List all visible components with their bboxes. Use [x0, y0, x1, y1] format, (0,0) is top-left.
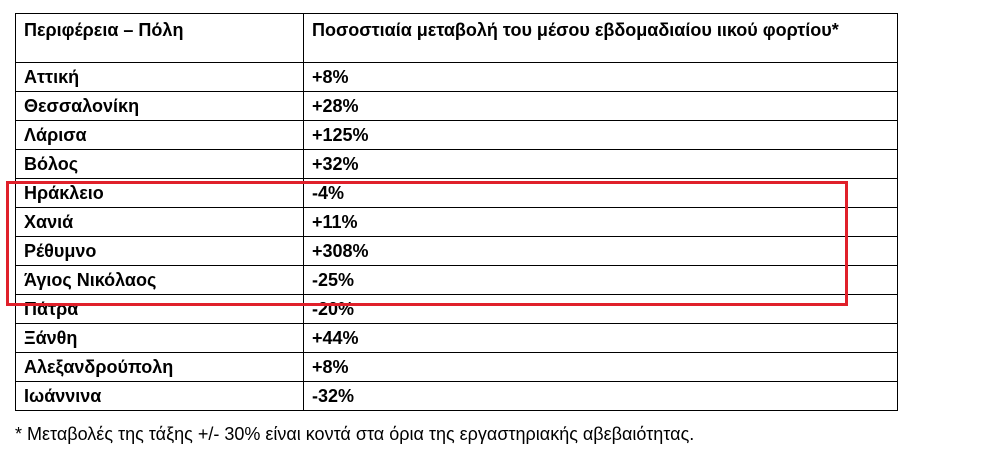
change-cell: -32% [303, 381, 898, 411]
table-row: Ρέθυμνο +308% [15, 236, 898, 266]
change-cell: +11% [303, 207, 898, 237]
city-cell: Χανιά [15, 207, 304, 237]
city-cell: Λάρισα [15, 120, 304, 150]
city-cell: Ξάνθη [15, 323, 304, 353]
column-header-region-city: Περιφέρεια – Πόλη [15, 13, 304, 63]
column-header-percent-change: Ποσοστιαία μεταβολή του μέσου εβδομαδιαί… [303, 13, 898, 63]
table-row: Αττική +8% [15, 62, 898, 92]
footnote: * Μεταβολές της τάξης +/- 30% είναι κοντ… [15, 424, 695, 444]
table-row: Άγιος Νικόλαος -25% [15, 265, 898, 295]
change-cell: +28% [303, 91, 898, 121]
change-cell: -4% [303, 178, 898, 208]
table-row: Ηράκλειο -4% [15, 178, 898, 208]
change-cell: -20% [303, 294, 898, 324]
table-row: Ιωάννινα -32% [15, 381, 898, 411]
city-cell: Ιωάννινα [15, 381, 304, 411]
city-cell: Αττική [15, 62, 304, 92]
change-cell: +8% [303, 62, 898, 92]
change-cell: +125% [303, 120, 898, 150]
change-cell: +44% [303, 323, 898, 353]
table-row: Θεσσαλονίκη +28% [15, 91, 898, 121]
table-row: Λάρισα +125% [15, 120, 898, 150]
city-cell: Θεσσαλονίκη [15, 91, 304, 121]
table-row: Ξάνθη +44% [15, 323, 898, 353]
table-header-row: Περιφέρεια – Πόλη Ποσοστιαία μεταβολή το… [15, 13, 898, 63]
change-cell: -25% [303, 265, 898, 295]
city-cell: Πάτρα [15, 294, 304, 324]
city-cell: Βόλος [15, 149, 304, 179]
city-cell: Αλεξανδρούπολη [15, 352, 304, 382]
table-row: Βόλος +32% [15, 149, 898, 179]
city-cell: Ρέθυμνο [15, 236, 304, 266]
table-row: Πάτρα -20% [15, 294, 898, 324]
table-row: Χανιά +11% [15, 207, 898, 237]
change-cell: +308% [303, 236, 898, 266]
change-cell: +32% [303, 149, 898, 179]
change-cell: +8% [303, 352, 898, 382]
city-cell: Άγιος Νικόλαος [15, 265, 304, 295]
city-cell: Ηράκλειο [15, 178, 304, 208]
viral-load-change-table: Περιφέρεια – Πόλη Ποσοστιαία μεταβολή το… [15, 13, 898, 411]
table-row: Αλεξανδρούπολη +8% [15, 352, 898, 382]
